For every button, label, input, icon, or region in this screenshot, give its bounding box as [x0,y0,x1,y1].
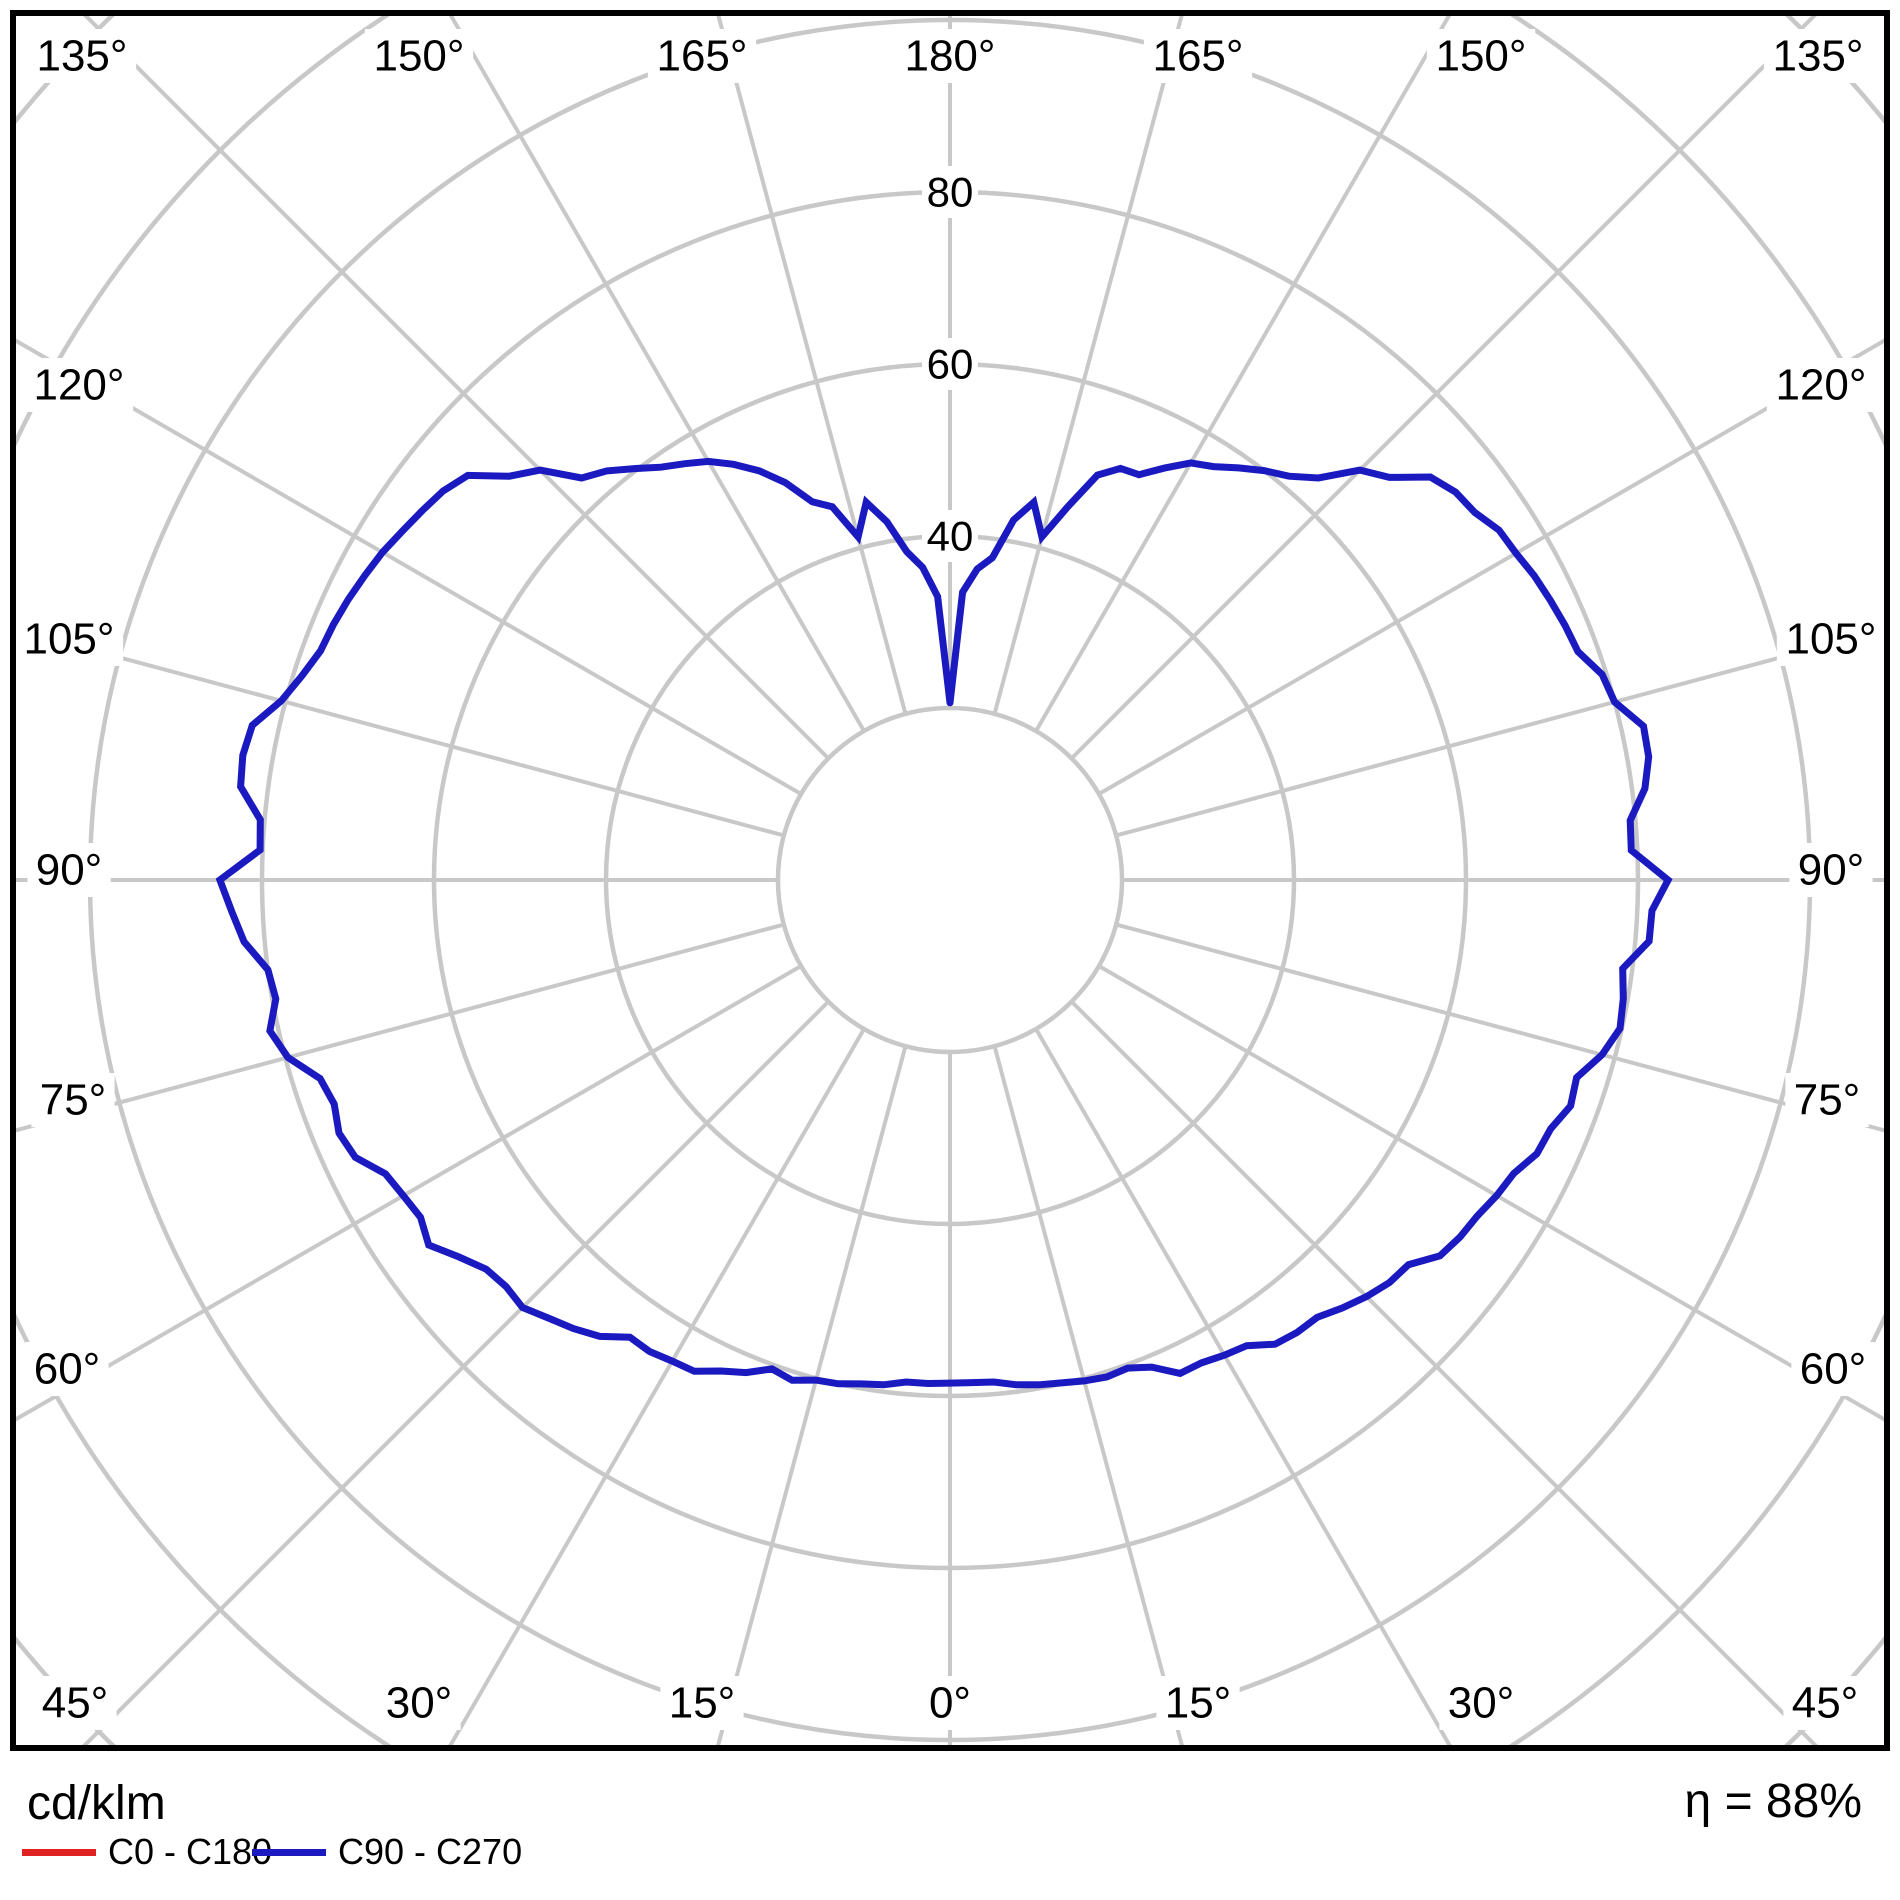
angle-label-19: 15° [669,1679,736,1728]
angle-label-0: 135° [36,32,127,81]
angle-label-4: 165° [1152,32,1243,81]
axis-labels: 40 60 80 135° 150° 165° 180° 165° 150° 135° 120° 10… [14,29,1886,1730]
angle-label-5: 150° [1435,32,1526,81]
unit-label: cd/klm [27,1777,166,1830]
grid-ray-195 [716,16,908,715]
radial-tick-label-40: 40 [927,513,974,560]
angle-label-4-bg [1143,29,1253,83]
angle-label-7: 120° [33,361,124,410]
angle-label-19-bg [660,1676,744,1730]
angle-label-2-bg [647,29,757,83]
grid-ray-75 [1115,922,1884,1133]
angle-label-11-bg [25,1342,109,1396]
grid-ray-60 [1097,964,1884,1422]
angle-label-3: 180° [904,32,995,81]
angle-label-12: 120° [1775,361,1866,410]
angle-label-18: 30° [386,1679,453,1728]
grid-ring-20 [775,705,1125,1055]
angle-label-15: 75° [1794,1076,1861,1125]
grid-ray-285 [16,922,785,1133]
grid-ray-105 [1115,627,1884,838]
grid-ray-30 [1034,1027,1452,1745]
angle-label-2: 165° [656,32,747,81]
grid-ray-15 [992,1045,1184,1745]
angle-label-21-bg [1156,1676,1240,1730]
angle-label-10: 75° [40,1076,107,1125]
angle-label-7-bg [24,358,134,412]
grid-ray-345 [716,1045,908,1745]
angle-label-20-bg [920,1676,980,1730]
c90-c270-curve [215,457,1673,1389]
angle-label-16-bg [1791,1342,1875,1396]
grid-ray-255 [16,627,785,838]
angle-label-0-bg [27,29,137,83]
angle-label-17-bg [33,1676,117,1730]
radial-tick-label-80-bg [922,166,978,218]
angle-label-13: 105° [1785,615,1876,664]
radial-tick-label-40-bg [922,510,978,562]
angle-label-9-bg [27,843,111,897]
legend-swatch-red-line [22,1848,96,1856]
angle-label-13-bg [1776,612,1886,666]
radial-tick-label-60-bg [922,338,978,390]
angle-label-23-bg [1783,1676,1867,1730]
grid-ray-165 [992,16,1184,715]
radial-tick-label-80: 80 [927,169,974,216]
angle-label-20: 0° [929,1679,971,1728]
grid-ray-315 [82,1000,830,1745]
angle-label-9: 90° [36,846,103,895]
angle-label-11: 60° [34,1345,101,1394]
angle-label-14-bg [1789,843,1873,897]
legend-swatch-blue-line [252,1848,326,1856]
angle-label-5-bg [1426,29,1536,83]
angle-label-10-bg [31,1073,115,1127]
grid-ray-240 [16,338,803,796]
legend-item-c90-c270: C90 - C270 [252,1828,522,1876]
legend-item-c0-c180: C0 - C180 [22,1828,272,1876]
angle-label-6-bg [1763,29,1873,83]
radial-tick-label-60: 60 [927,341,974,388]
grid-ray-150 [1034,16,1452,733]
legend-label-c90-c270: C90 - C270 [338,1831,523,1872]
angle-label-22: 30° [1448,1679,1515,1728]
angle-label-16: 60° [1800,1345,1867,1394]
angle-label-1: 150° [373,32,464,81]
angle-label-18-bg [377,1676,461,1730]
grid-ray-330 [448,1027,866,1745]
angle-label-22-bg [1439,1676,1523,1730]
angle-label-12-bg [1766,358,1876,412]
angle-label-8-bg [14,612,124,666]
angle-label-8: 105° [23,615,114,664]
grid-ray-120 [1097,338,1884,796]
legend-label-c0-c180: C0 - C180 [108,1831,273,1872]
angle-label-21: 15° [1165,1679,1232,1728]
grid-ray-300 [16,964,803,1422]
angle-label-15-bg [1785,1073,1869,1127]
grid-ray-210 [448,16,866,733]
angle-label-1-bg [364,29,474,83]
chart-border [10,10,1890,1751]
angle-label-14: 90° [1798,846,1865,895]
angle-label-23: 45° [1792,1679,1859,1728]
grid-ray-45 [1070,1000,1818,1745]
angle-label-17: 45° [42,1679,109,1728]
efficiency-label: η = 88% [1684,1775,1862,1828]
angle-label-3-bg [895,29,1005,83]
angle-label-6: 135° [1772,32,1863,81]
